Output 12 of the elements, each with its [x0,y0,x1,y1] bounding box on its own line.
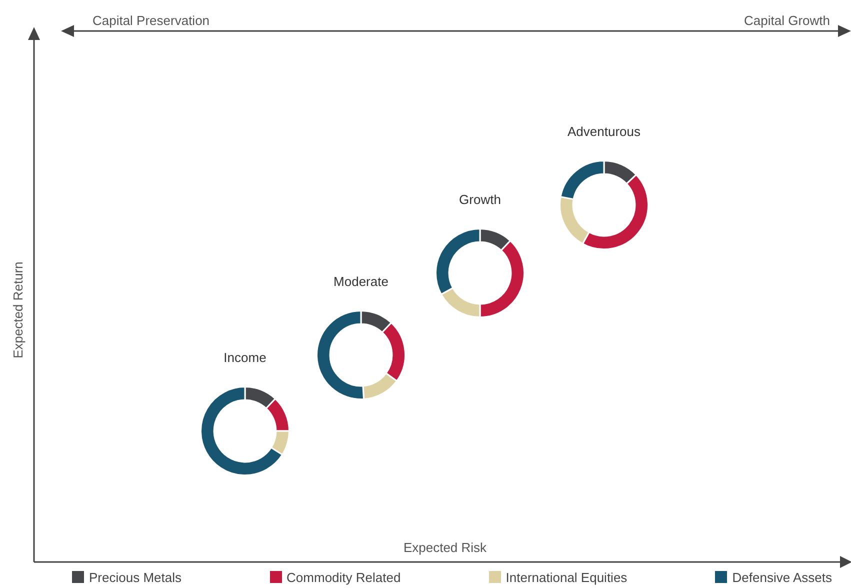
text: Expected Risk [403,540,487,555]
chart-title: Income [222,350,268,365]
text: Capital Growth [744,13,830,28]
chart-title: Growth [458,192,502,207]
legend-label: International Equities [504,570,628,585]
chart-title: Moderate [332,274,390,289]
text: Expected Return [10,262,26,358]
legend-label: Defensive Assets [731,570,832,585]
text: Capital Preservation [92,13,210,28]
chart-title: Adventurous [566,124,642,139]
legend-label: Precious Metals [88,570,182,585]
legend-label: Commodity Related [286,570,401,585]
